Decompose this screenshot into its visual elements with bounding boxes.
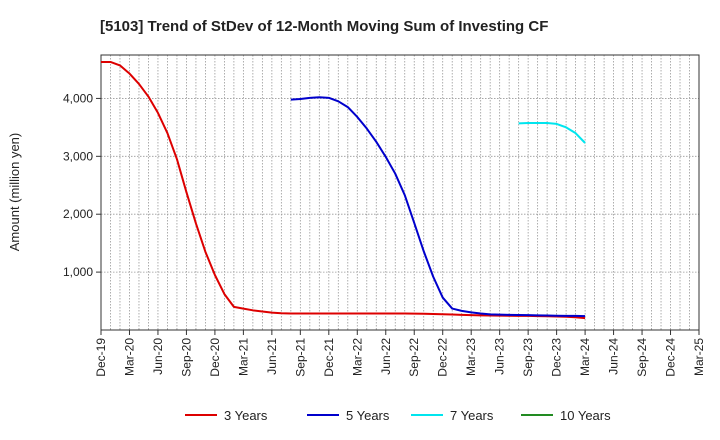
x-tick-label: Jun-20 [151, 338, 165, 375]
x-tick-label: Jun-21 [265, 338, 279, 375]
x-tick-label: Sep-21 [293, 338, 307, 377]
chart-title: [5103] Trend of StDev of 12-Month Moving… [100, 18, 548, 35]
series-line-5-years [290, 96, 586, 318]
y-tick-label: 1,000 [63, 265, 93, 279]
y-axis-label: Amount (million yen) [7, 133, 22, 252]
x-tick-label: Dec-20 [208, 338, 222, 377]
x-tick-label: Mar-23 [464, 338, 478, 376]
x-tick-label: Dec-23 [550, 338, 564, 377]
x-tick-label: Dec-22 [436, 338, 450, 377]
y-tick-label: 4,000 [63, 91, 93, 105]
y-tick-label: 3,000 [63, 149, 93, 163]
x-tick-label: Mar-21 [236, 338, 250, 376]
x-tick-label: Jun-24 [607, 338, 621, 375]
series-line-7-years [518, 122, 586, 144]
legend-label: 5 Years [346, 408, 390, 423]
x-tick-label: Mar-25 [692, 338, 706, 376]
plot-frame [100, 54, 700, 331]
series-lines [101, 60, 586, 320]
legend: 3 Years 5 Years 7 Years 10 Years [185, 408, 611, 423]
x-tick-label: Dec-24 [664, 338, 678, 377]
x-tick-label: Sep-20 [179, 338, 193, 377]
x-tick-label: Sep-22 [407, 338, 421, 377]
axes: 1,000 2,000 3,000 4,000 Dec-19 Mar-20 Jun-20 Se… [63, 54, 706, 377]
x-tick-label: Mar-22 [350, 338, 364, 376]
x-tick-label: Sep-24 [635, 338, 649, 377]
y-tick-label: 2,000 [63, 207, 93, 221]
series-line-3-years [101, 60, 586, 320]
grid-lines [101, 55, 699, 330]
x-tick-label: Dec-21 [322, 338, 336, 377]
x-tick-label: Jun-23 [493, 338, 507, 375]
x-tick-label: Mar-24 [578, 338, 592, 376]
x-tick-label: Mar-20 [122, 338, 136, 376]
x-tick-label: Jun-22 [379, 338, 393, 375]
legend-label: 3 Years [224, 408, 268, 423]
legend-label: 10 Years [560, 408, 611, 423]
x-tick-label: Dec-19 [94, 338, 108, 377]
legend-label: 7 Years [450, 408, 494, 423]
x-tick-label: Sep-23 [521, 338, 535, 377]
